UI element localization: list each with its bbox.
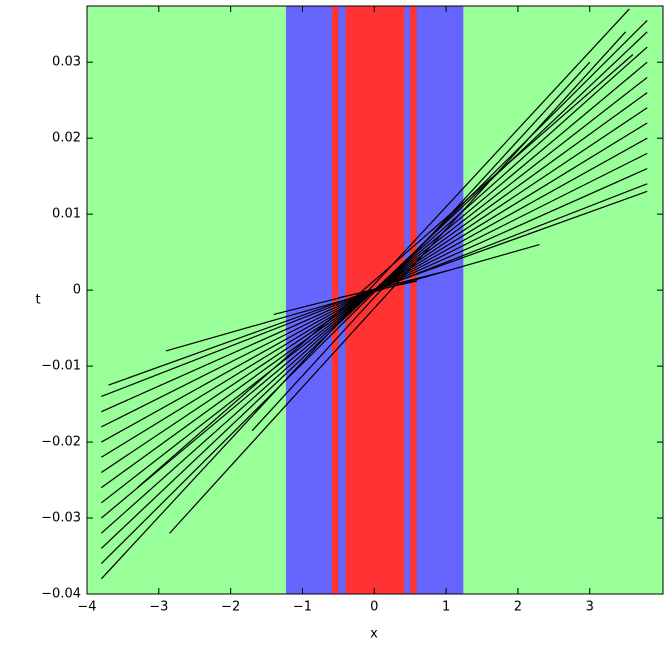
- y-tick-label: 0.03: [52, 55, 81, 70]
- x-axis-label: x: [370, 627, 378, 642]
- x-tick-label: 2: [514, 600, 522, 615]
- x-tick-label: 0: [370, 600, 378, 615]
- series-line: [165, 243, 540, 352]
- plot-frame: [86, 5, 664, 595]
- x-tick-label: −1: [293, 600, 312, 615]
- series-line: [136, 54, 634, 489]
- series-line: [169, 31, 627, 534]
- y-tick-label: 0.01: [52, 207, 81, 222]
- y-axis-label: t: [35, 293, 40, 308]
- series-line: [338, 280, 418, 299]
- x-tick-label: 3: [586, 600, 594, 615]
- x-tick-label: −2: [221, 600, 240, 615]
- y-tick-label: −0.03: [41, 511, 81, 526]
- y-tick-label: 0: [73, 283, 81, 298]
- band: [331, 6, 339, 594]
- x-tick-label: 1: [442, 600, 450, 615]
- y-tick-label: −0.02: [41, 435, 81, 450]
- series-line: [251, 61, 591, 432]
- y-tick-label: −0.01: [41, 359, 81, 374]
- x-tick-label: −3: [149, 600, 168, 615]
- x-tick-label: −4: [77, 600, 96, 615]
- y-tick-label: 0.02: [52, 131, 81, 146]
- y-tick-label: −0.04: [41, 587, 81, 602]
- band: [410, 6, 417, 594]
